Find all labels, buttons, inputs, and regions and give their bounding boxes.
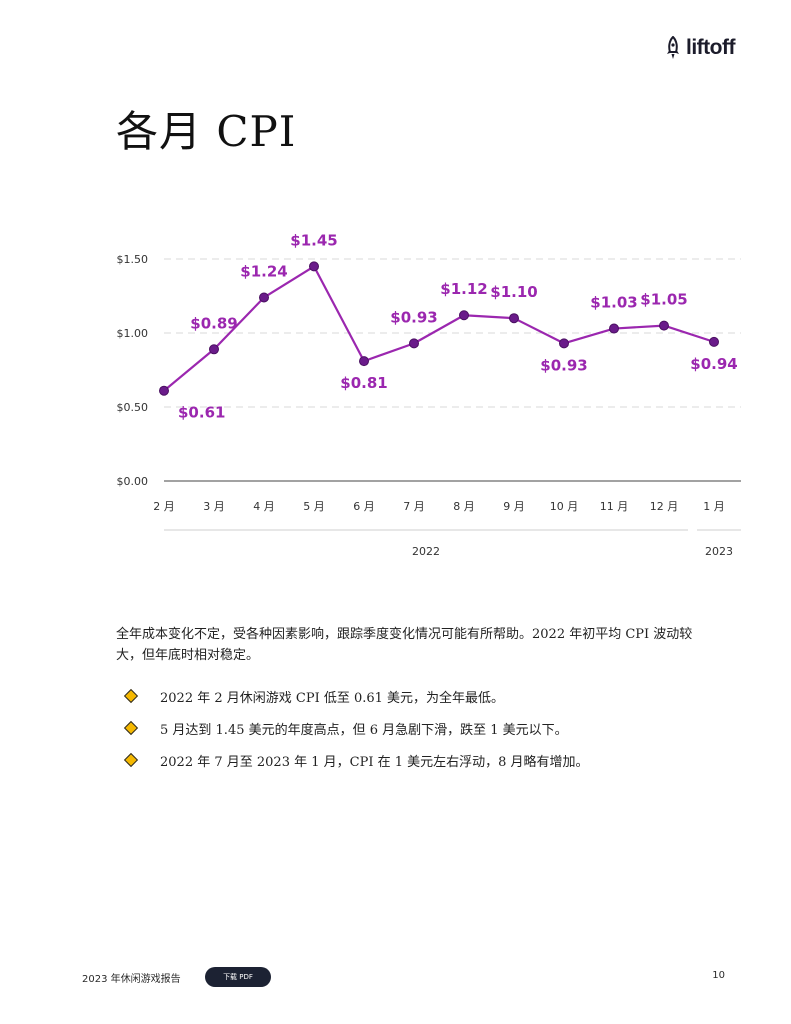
data-point [409, 338, 419, 349]
series-line [163, 265, 715, 392]
data-label: $1.45 [290, 231, 337, 249]
download-pdf-button[interactable]: 下载 PDF [205, 967, 271, 987]
data-point [459, 310, 469, 321]
data-label: $0.94 [690, 355, 737, 373]
page-title: 各月 CPI [116, 107, 297, 156]
logo-text: liftoff [686, 36, 735, 59]
bullet-text: 5 月达到 1.45 美元的年度高点，但 6 月急剧下滑，跌至 1 美元以下。 [160, 722, 568, 738]
data-label: $1.03 [590, 294, 637, 312]
footer-report-title: 2023 年休闲游戏报告 [82, 974, 181, 985]
x-tick-label: 1 月 [703, 500, 725, 513]
data-label: $0.93 [540, 356, 587, 374]
year-group-label: 2023 [705, 545, 733, 558]
data-point [309, 261, 319, 272]
diamond-bullet-icon [123, 688, 139, 704]
page-number: 10 [712, 970, 725, 981]
data-label: $1.12 [440, 280, 487, 298]
diamond-bullet-icon [123, 720, 139, 736]
cpi-chart: $0.00 $0.50 $1.00 $1.50 2 月 3 月 4 月 5 月 6 月 7 月 8 … [0, 230, 791, 570]
bullet-text: 2022 年 7 月至 2023 年 1 月，CPI 在 1 美元左右浮动，8 … [160, 754, 589, 770]
body-paragraph: 全年成本变化不定，受各种因素影响，跟踪季度变化情况可能有所帮助。2022 年初平… [116, 627, 693, 663]
data-point [209, 344, 219, 355]
liftoff-logo: liftoff [664, 36, 735, 60]
bullet-list: 2022 年 2 月休闲游戏 CPI 低至 0.61 美元，为全年最低。 5 月… [123, 680, 589, 776]
x-tick-label: 10 月 [550, 500, 579, 513]
data-point [559, 338, 569, 349]
x-tick-label: 6 月 [353, 500, 375, 513]
diamond-bullet-icon [123, 752, 139, 768]
data-label: $1.24 [240, 262, 287, 280]
data-point [259, 292, 269, 303]
data-label: $1.10 [490, 283, 537, 301]
bullet-text: 2022 年 2 月休闲游戏 CPI 低至 0.61 美元，为全年最低。 [160, 690, 505, 706]
data-label: $0.93 [390, 308, 437, 326]
year-group-label: 2022 [412, 545, 440, 558]
cpi-chart-svg: $0.00 $0.50 $1.00 $1.50 2 月 3 月 4 月 5 月 6 月 7 月 8 … [117, 231, 741, 558]
list-item: 2022 年 2 月休闲游戏 CPI 低至 0.61 美元，为全年最低。 [123, 680, 589, 712]
x-tick-label: 11 月 [600, 500, 629, 513]
data-label: $0.89 [190, 314, 237, 332]
y-tick-label: $0.50 [117, 401, 149, 414]
data-point [509, 313, 519, 324]
data-point [609, 323, 619, 334]
data-point [659, 320, 669, 331]
x-tick-label: 4 月 [253, 500, 275, 513]
data-point [709, 336, 719, 347]
data-label: $0.81 [340, 374, 387, 392]
x-tick-label: 12 月 [650, 500, 679, 513]
rocket-icon [667, 36, 680, 59]
y-tick-label: $0.00 [117, 475, 149, 488]
y-tick-label: $1.50 [117, 253, 149, 266]
data-point [159, 385, 169, 396]
list-item: 2022 年 7 月至 2023 年 1 月，CPI 在 1 美元左右浮动，8 … [123, 744, 589, 776]
x-tick-label: 5 月 [303, 500, 325, 513]
data-point [359, 356, 369, 367]
x-tick-label: 2 月 [153, 500, 175, 513]
x-tick-label: 9 月 [503, 500, 525, 513]
x-tick-label: 3 月 [203, 500, 225, 513]
x-tick-label: 7 月 [403, 500, 425, 513]
y-tick-label: $1.00 [117, 327, 149, 340]
data-label: $1.05 [640, 291, 687, 309]
data-label: $0.61 [178, 404, 225, 422]
x-tick-label: 8 月 [453, 500, 475, 513]
list-item: 5 月达到 1.45 美元的年度高点，但 6 月急剧下滑，跌至 1 美元以下。 [123, 712, 589, 744]
